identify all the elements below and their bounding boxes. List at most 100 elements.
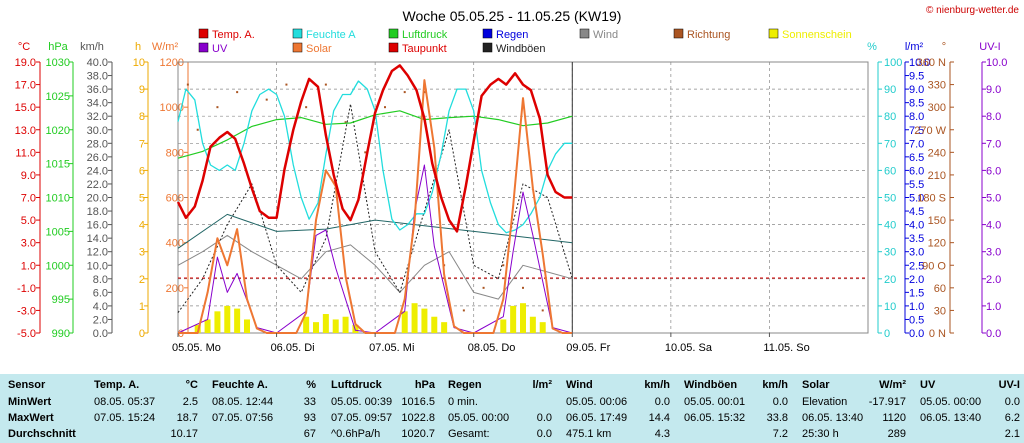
wind-direction-dot bbox=[305, 106, 308, 109]
axis-tick-label-press: 1015 bbox=[46, 159, 70, 171]
axis-tick-label-temp: 3.0 bbox=[21, 238, 36, 250]
axis-tick-label-hours: 5 bbox=[139, 193, 145, 205]
axis-tick-label-hum: 70 bbox=[884, 138, 896, 150]
wind-direction-dot bbox=[216, 106, 219, 109]
axis-tick-label-press: 1000 bbox=[46, 260, 70, 272]
sunshine-bar bbox=[441, 322, 448, 333]
table-header: Wind bbox=[566, 379, 593, 391]
axis-tick-label-windkmh: 40.0 bbox=[87, 57, 108, 69]
axis-tick-label-rain: 5.0 bbox=[909, 193, 924, 205]
table-cell-info: 08.05. 12:44 bbox=[212, 396, 274, 408]
wind-direction-dot bbox=[196, 128, 199, 131]
axis-tick-label-temp: 17.0 bbox=[15, 80, 36, 92]
sunshine-bar bbox=[411, 303, 418, 333]
table-cell-value: 14.4 bbox=[648, 412, 670, 424]
legend-swatch bbox=[482, 28, 493, 39]
sunshine-bar bbox=[431, 316, 438, 333]
legend-label: Richtung bbox=[687, 29, 730, 41]
axis-tick-label-uv: 3.0 bbox=[986, 247, 1001, 259]
axis-tick-label-hum: 60 bbox=[884, 165, 896, 177]
table-cell-info: Elevation bbox=[802, 396, 848, 408]
axis-tick-label-press: 1025 bbox=[46, 91, 70, 103]
table-header: Feuchte A. bbox=[212, 379, 268, 391]
axis-tick-label-dir: 60 bbox=[934, 283, 946, 295]
sunshine-bar bbox=[322, 314, 329, 333]
table-cell-value: 2.5 bbox=[182, 396, 198, 408]
axis-tick-label-windkmh: 24.0 bbox=[87, 165, 108, 177]
axis-unit-dir: ° bbox=[942, 41, 946, 53]
sunshine-bar bbox=[421, 308, 428, 333]
axis-tick-label-hours: 9 bbox=[139, 84, 145, 96]
axis-tick-label-dir: 150 bbox=[928, 215, 946, 227]
axis-tick-label-temp: 1.0 bbox=[21, 260, 36, 272]
table-cell-info: 07.05. 15:24 bbox=[94, 412, 156, 424]
table-row-label: MinWert bbox=[8, 396, 52, 408]
sunshine-bar bbox=[204, 319, 211, 333]
wind-direction-dot bbox=[403, 91, 406, 94]
table-header: Windböen bbox=[684, 379, 738, 391]
table-header-unit: km/h bbox=[762, 379, 788, 391]
table-cell-value: 1020.7 bbox=[401, 428, 435, 440]
sunshine-bar bbox=[500, 319, 507, 333]
axis-tick-label-hum: 20 bbox=[884, 274, 896, 286]
series-line-dewpoint bbox=[177, 213, 573, 249]
axis-tick-label-windkmh: 26.0 bbox=[87, 152, 108, 164]
legend-label: Feuchte A bbox=[306, 29, 356, 41]
wind-direction-dot bbox=[186, 83, 189, 86]
sunshine-bar bbox=[401, 311, 408, 333]
axis-tick-label-rain: 1.0 bbox=[909, 301, 924, 313]
axis-unit-temp: °C bbox=[18, 41, 30, 53]
chart-legend: Temp. A. Feuchte A Luftdruck Regen Wind Richt… bbox=[198, 28, 852, 55]
wind-direction-dot bbox=[265, 98, 268, 101]
legend-label: Windböen bbox=[496, 43, 546, 55]
axis-tick-label-rain: 6.5 bbox=[909, 152, 924, 164]
axis-tick-label-windkmh: 14.0 bbox=[87, 233, 108, 245]
axis-tick-label-windkmh: 36.0 bbox=[87, 84, 108, 96]
table-cell-info: 05.05. 00:06 bbox=[566, 396, 628, 408]
legend-label: Temp. A. bbox=[212, 29, 255, 41]
legend-label: Solar bbox=[306, 43, 332, 55]
axis-tick-label-temp: -5.0 bbox=[17, 328, 36, 340]
axis-tick-label-hours: 6 bbox=[139, 165, 145, 177]
axis-tick-label-rain: 3.0 bbox=[909, 247, 924, 259]
wind-direction-dot bbox=[522, 286, 524, 289]
table-header: Sensor bbox=[8, 379, 46, 391]
axis-tick-label-hum: 50 bbox=[884, 193, 896, 205]
axis-tick-label-dir: 30 bbox=[934, 305, 946, 317]
axis-tick-label-windkmh: 10.0 bbox=[87, 260, 108, 272]
axis-tick-label-solar: 400 bbox=[166, 238, 184, 250]
legend-label: Luftdruck bbox=[402, 29, 448, 41]
axis-tick-label-windkmh: 32.0 bbox=[87, 111, 108, 123]
sunshine-bar bbox=[332, 319, 339, 333]
axis-tick-label-uv: 5.0 bbox=[986, 193, 1001, 205]
legend-label: Taupunkt bbox=[402, 43, 447, 55]
table-cell-value: 1022.8 bbox=[401, 412, 435, 424]
legend-label: Wind bbox=[593, 29, 618, 41]
axis-tick-label-dir: 120 bbox=[928, 238, 946, 250]
axis-tick-label-rain: 7.5 bbox=[909, 125, 924, 137]
axis-tick-label-uv: 6.0 bbox=[986, 165, 1001, 177]
legend-swatch bbox=[388, 42, 399, 53]
axis-tick-label-rain: 9.5 bbox=[909, 71, 924, 83]
axis-tick-label-rain: 8.0 bbox=[909, 111, 924, 123]
axis-tick-label-press: 990 bbox=[52, 328, 70, 340]
table-cell-value: 7.2 bbox=[772, 428, 788, 440]
table-cell-info: 07.05. 07:56 bbox=[212, 412, 274, 424]
x-tick-label: 10.05. Sa bbox=[665, 342, 713, 354]
table-cell-value: 4.3 bbox=[654, 428, 670, 440]
axis-tick-label-dir: 300 bbox=[928, 102, 946, 114]
axis-tick-label-uv: 1.0 bbox=[986, 301, 1001, 313]
sunshine-bar bbox=[529, 316, 536, 333]
series-line-wind bbox=[177, 234, 573, 300]
axis-tick-label-dir: 90 O bbox=[922, 260, 946, 272]
legend-swatch bbox=[673, 28, 684, 39]
table-cell-value: 93 bbox=[303, 412, 316, 424]
table-cell-info: 05.05. 00:01 bbox=[684, 396, 746, 408]
wind-direction-dot bbox=[236, 91, 239, 94]
table-cell-info: 0 min. bbox=[448, 396, 478, 408]
axis-unit-press: hPa bbox=[48, 41, 68, 53]
weather-chart: Woche 05.05.25 - 11.05.25 (KW19) © nienb… bbox=[15, 5, 1020, 354]
axis-tick-label-rain: 6.0 bbox=[909, 165, 924, 177]
table-cell-value: 33 bbox=[303, 396, 316, 408]
sunshine-bar bbox=[303, 316, 310, 333]
